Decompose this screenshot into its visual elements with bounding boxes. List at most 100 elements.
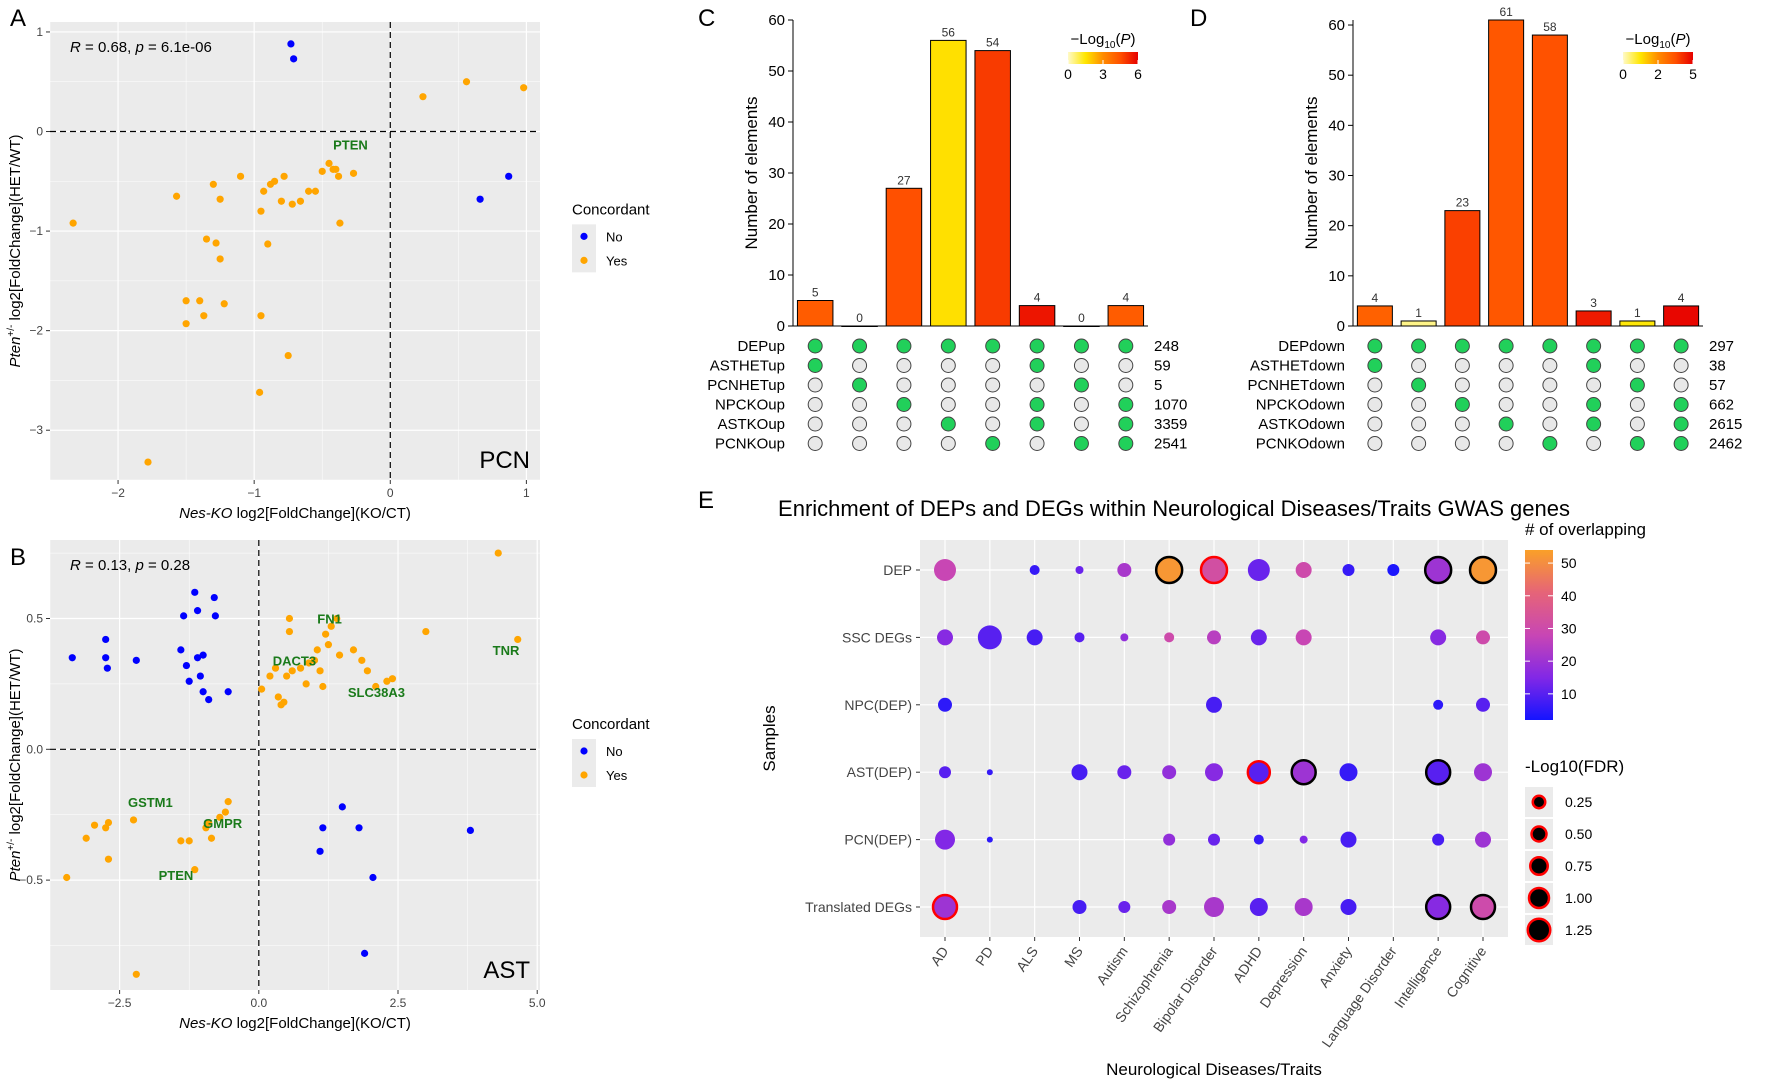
legend-key-background: [572, 224, 596, 273]
set-name: PCNKOdown: [1256, 436, 1345, 453]
y-axis-label: Number of elements: [742, 96, 761, 249]
point-concordant-yes: [209, 180, 217, 188]
x-tick-label: Anxiety: [1316, 944, 1355, 991]
point-concordant-no: [505, 172, 513, 180]
point-concordant-no: [287, 40, 295, 48]
point-concordant-yes: [216, 813, 224, 821]
y-tick-label: 1: [36, 25, 43, 39]
matrix-dot-empty: [896, 377, 912, 393]
panel-letter-b: B: [10, 544, 26, 571]
point-concordant-yes: [316, 667, 324, 675]
x-tick-label: Autism: [1093, 944, 1131, 988]
y-tick-label: Translated DEGs: [805, 899, 912, 915]
y-tick-label: 40: [1328, 117, 1345, 134]
point-concordant-no: [205, 695, 213, 704]
matrix-dot-empty: [1629, 416, 1645, 432]
matrix-dot-empty: [1367, 397, 1383, 412]
matrix-dot-filled: [940, 416, 956, 432]
y-tick-label: 0.0: [26, 742, 43, 756]
point-concordant-no: [476, 195, 484, 203]
point-concordant-no: [316, 847, 324, 855]
bar: [1063, 325, 1100, 327]
matrix-dot-empty: [1498, 358, 1514, 373]
correlation-text: R = 0.68, p = 6.1e-06: [70, 39, 212, 56]
dot: [934, 559, 956, 581]
y-tick-label: 60: [768, 12, 785, 29]
point-concordant-yes: [305, 187, 313, 195]
point-concordant-no: [177, 646, 185, 654]
dot: [1339, 763, 1358, 782]
x-tick-label: ADHD: [1229, 944, 1265, 986]
y-tick-label: 40: [768, 114, 785, 131]
dot: [931, 893, 959, 921]
matrix-dot-empty: [896, 358, 912, 373]
matrix-dot-empty: [1367, 377, 1383, 393]
matrix-dot-empty: [985, 416, 1001, 432]
dot: [1205, 763, 1223, 782]
size-legend-key: [1527, 886, 1551, 910]
bar: [1400, 320, 1437, 327]
color-legend-tick-label: 50: [1561, 555, 1577, 571]
size-legend-label: 0.50: [1565, 826, 1592, 842]
point-concordant-yes: [310, 656, 319, 664]
matrix-dot-empty: [1367, 436, 1383, 451]
point-concordant-yes: [302, 680, 310, 688]
x-tick-label: 1: [523, 486, 530, 500]
point-concordant-no: [102, 654, 110, 662]
y-tick-label: DEP: [883, 562, 912, 578]
point-concordant-no: [199, 651, 207, 659]
matrix-dot-empty: [940, 397, 956, 412]
point-concordant-yes: [172, 192, 181, 200]
set-size: 59: [1154, 358, 1171, 375]
point-concordant-yes: [144, 458, 152, 466]
dot: [1071, 764, 1088, 781]
point-concordant-no: [211, 612, 219, 620]
matrix-dot-filled: [1542, 436, 1558, 451]
gene-label: PTEN: [333, 137, 368, 152]
point-concordant-yes: [274, 693, 282, 701]
dot: [1423, 555, 1453, 585]
point-concordant-yes: [324, 641, 333, 649]
x-tick-label: −2: [111, 486, 125, 500]
point-concordant-no: [191, 588, 199, 596]
set-size: 662: [1709, 397, 1734, 414]
point-concordant-yes: [182, 297, 190, 305]
point-concordant-yes: [221, 808, 229, 816]
matrix-dot-empty: [852, 358, 868, 373]
size-legend-label: 1.25: [1565, 922, 1592, 938]
point-concordant-yes: [202, 235, 211, 243]
matrix-dot-empty: [1118, 377, 1134, 393]
dotplot-panel-e: Enrichment of DEPs and DEGs within Neuro…: [760, 496, 1646, 1079]
color-legend-tick-label: 2: [1654, 66, 1662, 82]
bar-value-label: 4: [1122, 291, 1129, 305]
set-name: PCNKOup: [715, 436, 785, 453]
bar: [930, 39, 967, 327]
point-concordant-yes: [236, 172, 245, 180]
dot: [1029, 565, 1040, 575]
dot: [1253, 834, 1264, 845]
dot: [1468, 555, 1498, 585]
point-concordant-yes: [305, 659, 313, 667]
matrix-dot-filled: [1454, 338, 1470, 354]
y-tick-label: 10: [1328, 268, 1345, 285]
matrix-dot-empty: [1454, 416, 1470, 432]
size-legend-key: [1529, 856, 1549, 876]
bar-value-label: 1: [1415, 306, 1422, 320]
point-concordant-yes: [349, 169, 358, 177]
size-legend-label: 0.75: [1565, 858, 1592, 874]
bar: [841, 325, 878, 327]
gene-label: DACT3: [273, 654, 316, 669]
point-concordant-no: [193, 607, 202, 615]
matrix-dot-empty: [1073, 416, 1089, 432]
point-concordant-yes: [216, 195, 224, 203]
legend-label-yes: Yes: [606, 253, 628, 268]
matrix-dot-empty: [1454, 436, 1470, 451]
dot: [986, 836, 993, 843]
point-concordant-yes: [90, 821, 99, 829]
dot: [1469, 893, 1497, 921]
matrix-dot-empty: [852, 416, 868, 432]
matrix-dot-filled: [896, 397, 912, 412]
y-tick-label: −2: [29, 324, 43, 338]
set-name: PCNHETdown: [1247, 377, 1345, 394]
point-concordant-yes: [205, 818, 213, 827]
